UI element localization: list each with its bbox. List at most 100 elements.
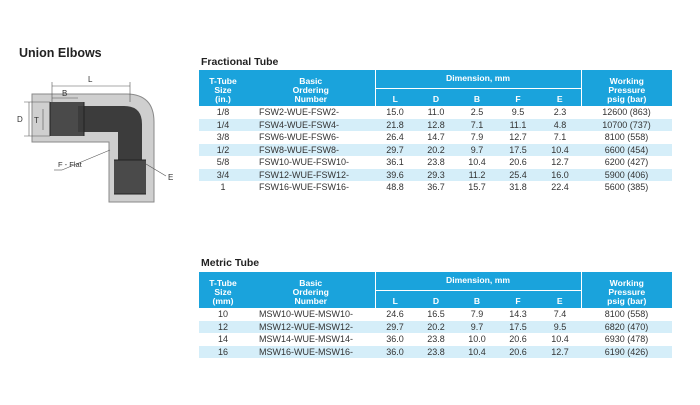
dim-e-cell: 22.4 [551, 182, 569, 193]
dim-d-cell: 12.8 [415, 118, 457, 131]
pressure-cell: 5900 (406) [581, 168, 672, 181]
table-row: 1/4 FSW4-WUE-FSW4- 21.8 12.8 7.1 11.1 4.… [199, 118, 672, 131]
table-row: 14 MSW14-WUE-MSW14- 36.0 23.8 10.0 20.6 … [199, 333, 672, 346]
dim-e-header: E [539, 88, 581, 106]
dim-l-cell: 36.0 [386, 334, 404, 345]
dim-d-cell: 23.8 [415, 345, 457, 358]
dim-l-cell: 29.7 [375, 320, 415, 333]
dim-b-cell: 10.4 [468, 157, 486, 168]
dim-f-cell: 9.5 [511, 107, 525, 118]
dim-d-header: D [415, 290, 457, 308]
dim-e-cell: 10.4 [539, 143, 581, 156]
dim-d-cell: 14.7 [427, 132, 445, 143]
dim-b-cell: 7.9 [470, 309, 484, 320]
pressure-cell: 6200 (427) [604, 157, 649, 168]
dim-f-header: F [497, 290, 539, 308]
table-row: 1/8 FSW2-WUE-FSW2- 15.0 11.0 2.5 9.5 2.3… [199, 106, 672, 119]
size-cell: 3/4 [199, 168, 247, 181]
ordering-number-cell: MSW16-WUE-MSW16- [247, 345, 375, 358]
table-row: 3/4 FSW12-WUE-FSW12- 39.6 29.3 11.2 25.4… [199, 168, 672, 181]
dim-e-cell: 2.3 [553, 107, 567, 118]
dim-e-cell: 9.5 [539, 320, 581, 333]
dim-e-cell: 7.4 [553, 309, 567, 320]
dim-l-header: L [375, 290, 415, 308]
dim-l-cell: 15.0 [386, 107, 404, 118]
table-row: 16 MSW16-WUE-MSW16- 36.0 23.8 10.4 20.6 … [199, 345, 672, 358]
dim-b-header: B [457, 290, 497, 308]
dim-d-cell: 16.5 [427, 309, 445, 320]
size-header: T-Tube Size (in.) [199, 70, 247, 106]
size-cell: 1 [220, 182, 226, 193]
dim-f-cell: 17.5 [497, 320, 539, 333]
metric-tube-table: T-Tube Size (mm) Basic Ordering Number Dimen… [199, 272, 672, 358]
dim-l-cell: 48.8 [386, 182, 404, 193]
dim-label-e: E [168, 173, 173, 182]
dim-label-b: B [62, 89, 67, 98]
size-cell: 16 [199, 345, 247, 358]
ordering-number-header: Basic Ordering Number [247, 70, 376, 106]
dimension-header: Dimension, mm [375, 272, 581, 291]
dim-f-cell: 20.6 [509, 334, 527, 345]
dim-b-cell: 11.2 [457, 168, 497, 181]
ordering-number-cell: FSW2-WUE-FSW2- [259, 107, 339, 118]
dim-e-cell: 16.0 [539, 168, 581, 181]
pressure-header: Working Pressure psig (bar) [580, 272, 672, 308]
pressure-cell: 10700 (737) [581, 118, 672, 131]
dim-b-cell: 2.5 [470, 107, 484, 118]
dim-e-header: E [539, 290, 581, 308]
table-row: 3/8 FSW6-WUE-FSW6- 26.4 14.7 7.9 12.7 7.… [199, 131, 672, 144]
pressure-cell: 6190 (426) [581, 345, 672, 358]
dim-f-cell: 11.1 [497, 118, 539, 131]
size-cell: 1/8 [216, 107, 230, 118]
ordering-number-cell: MSW14-WUE-MSW14- [259, 334, 353, 345]
fractional-tube-table: T-Tube Size (in.) Basic Ordering Number Dime… [199, 70, 672, 194]
dim-label-f-flat: F - Flat [58, 160, 83, 169]
ordering-number-cell: MSW12-WUE-MSW12- [247, 320, 375, 333]
dimension-header: Dimension, mm [375, 70, 581, 89]
dim-d-cell: 23.8 [427, 157, 445, 168]
dim-l-cell: 36.0 [375, 345, 415, 358]
table-row: 1/2 FSW8-WUE-FSW8- 29.7 20.2 9.7 17.5 10… [199, 143, 672, 156]
dim-e-cell: 7.1 [553, 132, 567, 143]
dim-b-cell: 10.0 [468, 334, 486, 345]
table-row: 1 FSW16-WUE-FSW16- 48.8 36.7 15.7 31.8 2… [199, 181, 672, 194]
dim-label-l: L [88, 75, 93, 84]
dim-f-cell: 20.6 [497, 345, 539, 358]
dim-d-cell: 23.8 [427, 334, 445, 345]
ordering-number-cell: FSW6-WUE-FSW6- [259, 132, 339, 143]
size-cell: 1/4 [199, 118, 247, 131]
pressure-cell: 12600 (863) [602, 107, 651, 118]
union-elbow-diagram: L B D T F - Flat E [17, 75, 173, 203]
dim-e-cell: 12.7 [551, 157, 569, 168]
dim-l-cell: 24.6 [386, 309, 404, 320]
page-title: Union Elbows [19, 46, 102, 60]
dim-b-cell: 9.7 [457, 320, 497, 333]
dim-b-cell: 9.7 [457, 143, 497, 156]
dim-b-cell: 15.7 [468, 182, 486, 193]
dim-l-cell: 26.4 [386, 132, 404, 143]
dim-e-cell: 10.4 [551, 334, 569, 345]
dim-b-cell: 7.9 [470, 132, 484, 143]
metric-tube-title: Metric Tube [201, 257, 260, 269]
size-cell: 14 [217, 334, 228, 345]
table-row: 10 MSW10-WUE-MSW10- 24.6 16.5 7.9 14.3 7… [199, 308, 672, 321]
dim-l-cell: 21.8 [375, 118, 415, 131]
dim-f-cell: 14.3 [509, 309, 527, 320]
dim-d-cell: 20.2 [415, 143, 457, 156]
dim-l-cell: 39.6 [375, 168, 415, 181]
dim-f-cell: 25.4 [497, 168, 539, 181]
dim-f-cell: 12.7 [509, 132, 527, 143]
dim-f-header: F [497, 88, 539, 106]
pressure-cell: 8100 (558) [604, 132, 649, 143]
fractional-tube-title: Fractional Tube [201, 56, 279, 68]
size-cell: 1/2 [199, 143, 247, 156]
dim-b-header: B [457, 88, 497, 106]
pressure-cell: 6600 (454) [581, 143, 672, 156]
pressure-cell: 6930 (478) [604, 334, 649, 345]
size-cell: 12 [199, 320, 247, 333]
dim-l-cell: 36.1 [386, 157, 404, 168]
dim-d-cell: 11.0 [427, 107, 445, 118]
size-cell: 3/8 [216, 132, 230, 143]
dim-f-cell: 20.6 [509, 157, 527, 168]
dim-label-d: D [17, 115, 23, 124]
